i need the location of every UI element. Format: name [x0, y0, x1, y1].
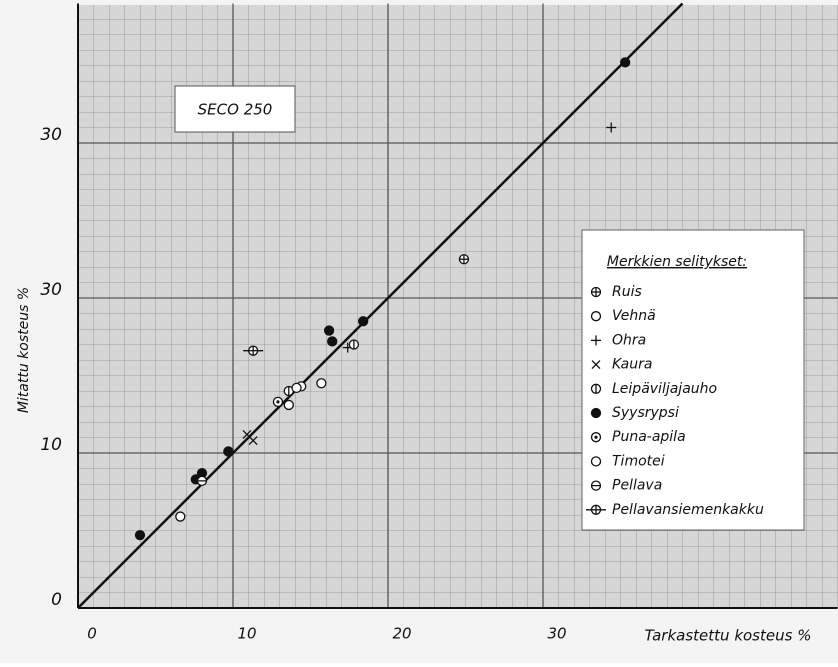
- legend-label: Syysrypsi: [612, 405, 679, 421]
- marker-part: [620, 57, 631, 68]
- data-point: [458, 254, 470, 265]
- x-tick-label: 0: [87, 625, 97, 643]
- legend-label: Vehnä: [612, 308, 656, 324]
- legend-label: Ohra: [612, 332, 646, 348]
- marker-part: [327, 336, 338, 347]
- legend-box: [581, 229, 805, 531]
- data-point: [620, 57, 631, 68]
- marker-part: [175, 511, 186, 522]
- marker-part: [248, 436, 258, 446]
- marker-part: [316, 378, 327, 389]
- legend-marker: [590, 311, 602, 322]
- marker-part: [323, 325, 335, 336]
- data-point: [606, 122, 617, 133]
- chart-title: SECO 250: [198, 101, 273, 119]
- x-axis-label: Tarkastettu kosteus %: [645, 627, 812, 645]
- y-tick-label: 30: [40, 280, 62, 300]
- legend-label: Puna-apila: [612, 429, 686, 445]
- data-point: [248, 436, 258, 446]
- legend-label: Pellavansiemenkakku: [612, 502, 764, 518]
- legend-label: Kaura: [612, 357, 652, 373]
- y-tick-label: 0: [51, 590, 62, 610]
- legend-title: Merkkien selitykset:: [607, 254, 747, 270]
- data-point: [175, 511, 186, 522]
- marker-part: [283, 399, 294, 411]
- marker-part: [134, 530, 146, 541]
- data-point: [348, 339, 360, 350]
- data-point: [291, 382, 302, 394]
- legend-marker: [590, 407, 602, 419]
- data-point: [196, 475, 208, 487]
- legend-label: Pellava: [612, 478, 662, 494]
- data-point: [243, 345, 264, 356]
- x-tick-label: 20: [392, 625, 411, 643]
- data-point: [358, 316, 369, 327]
- data-point: [283, 399, 294, 411]
- marker-part: [590, 311, 602, 322]
- title-box: [174, 85, 296, 133]
- marker-part: [291, 382, 302, 394]
- legend-label: Ruis: [612, 284, 642, 300]
- marker-part: [590, 407, 602, 419]
- legend-label: Leipäviljajauho: [612, 381, 717, 397]
- legend-marker: [590, 286, 602, 298]
- data-point: [327, 336, 338, 347]
- marker-part: [594, 435, 598, 439]
- legend-marker: [586, 504, 606, 515]
- legend-marker: [591, 335, 601, 346]
- marker-part: [276, 400, 280, 404]
- data-point: [134, 530, 146, 541]
- legend-marker: [590, 383, 602, 394]
- legend-label: Timotei: [612, 453, 665, 469]
- legend-marker: [591, 360, 601, 370]
- diagonal-line: [77, 2, 684, 609]
- marker-part: [591, 360, 601, 370]
- y-axis-label: Mitattu kosteus %: [16, 287, 32, 413]
- marker-part: [590, 456, 602, 467]
- data-point: [316, 378, 327, 389]
- y-tick-label: 30: [40, 125, 62, 145]
- marker-part: [223, 446, 234, 457]
- y-tick-label: 10: [40, 435, 62, 455]
- marker-part: [242, 429, 252, 439]
- legend-marker: [590, 432, 602, 443]
- data-point: [323, 325, 335, 336]
- data-point: [223, 446, 234, 457]
- x-tick-label: 10: [237, 625, 256, 643]
- legend-marker: [590, 456, 602, 467]
- marker-part: [358, 316, 369, 327]
- data-point: [272, 396, 284, 408]
- data-point: [283, 385, 294, 397]
- x-tick-label: 30: [547, 625, 566, 643]
- legend-marker: [590, 480, 602, 491]
